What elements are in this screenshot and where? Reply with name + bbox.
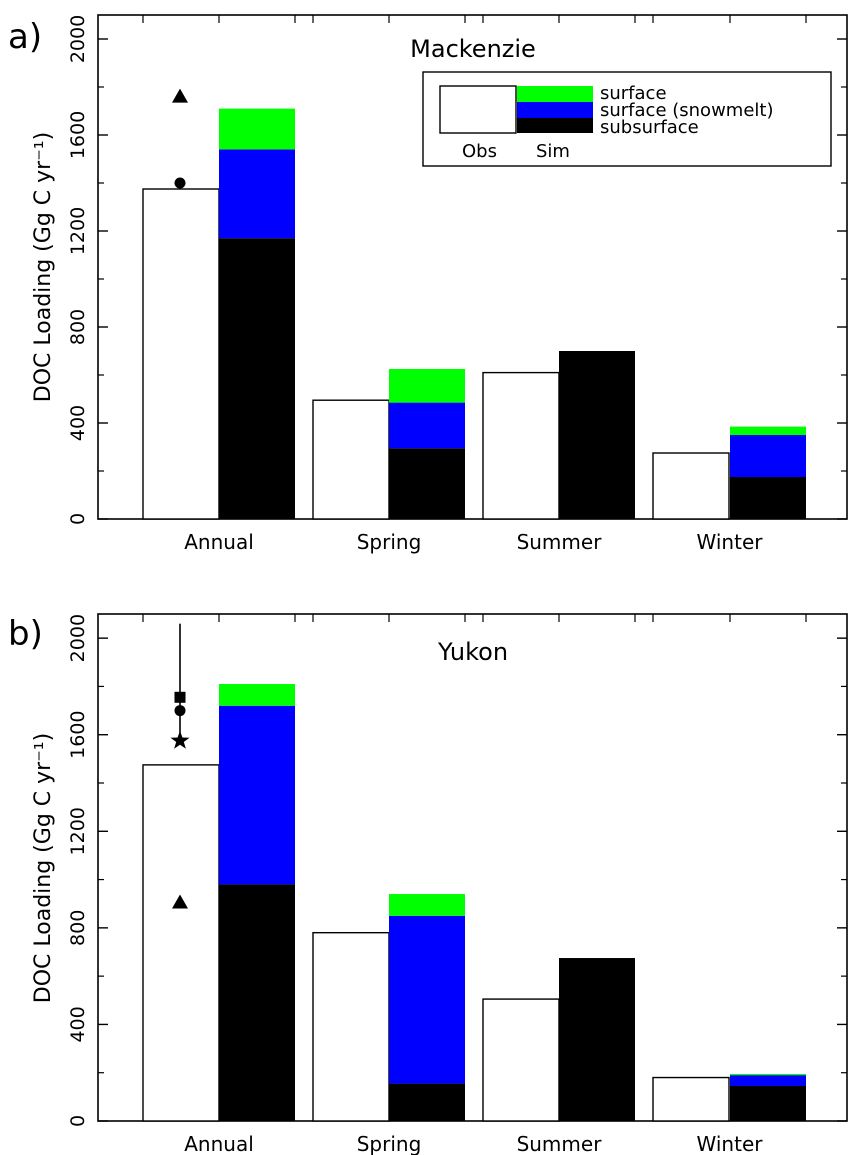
sim-bar-surface-snowmelt-annual bbox=[219, 705, 295, 885]
y-tick-label: 2000 bbox=[67, 614, 89, 662]
panel-a-mackenzie: a) Mackenzie DOC Loading (Gg C yr⁻¹) 0 40… bbox=[8, 14, 848, 554]
sim-bar-subsurface-spring bbox=[389, 448, 465, 519]
panel-label: b) bbox=[8, 614, 43, 654]
sim-bar-surface-spring bbox=[389, 894, 465, 916]
star-marker bbox=[170, 730, 190, 749]
y-axis-label: DOC Loading (Gg C yr⁻¹) bbox=[31, 132, 56, 402]
chart-title: Mackenzie bbox=[410, 35, 536, 63]
plot-frame bbox=[97, 14, 848, 520]
y-tick-label: 800 bbox=[67, 910, 89, 946]
sim-bar-subsurface-summer bbox=[559, 351, 635, 519]
y-axis-label: DOC Loading (Gg C yr⁻¹) bbox=[31, 733, 56, 1003]
sim-bar-subsurface-annual bbox=[219, 884, 295, 1121]
legend-obs-label: Obs bbox=[462, 141, 497, 162]
x-category-label: Summer bbox=[517, 530, 603, 554]
legend-surface-swatch bbox=[517, 86, 593, 102]
obs-bar-winter bbox=[652, 452, 730, 520]
plot-frame bbox=[97, 613, 848, 1122]
x-category-label: Winter bbox=[697, 1132, 764, 1155]
y-tick-label: 2000 bbox=[67, 15, 89, 63]
y-tick-label: 0 bbox=[67, 513, 89, 525]
triangle-marker bbox=[172, 88, 188, 103]
obs-bar-annual bbox=[142, 188, 220, 520]
x-category-label: Spring bbox=[357, 1132, 422, 1155]
legend-sim-label: Sim bbox=[536, 141, 570, 162]
y-tick-label: 1200 bbox=[67, 807, 89, 855]
sim-bar-surface-annual bbox=[219, 684, 295, 706]
observation-markers bbox=[172, 88, 188, 189]
sim-bar-surface-snowmelt-spring bbox=[389, 402, 465, 449]
obs-bar-summer bbox=[482, 998, 560, 1122]
obs-bar-winter bbox=[652, 1076, 730, 1122]
x-category-label: Winter bbox=[697, 530, 764, 554]
y-tick-label: 1200 bbox=[67, 207, 89, 255]
sim-bar-surface-winter bbox=[730, 1073, 806, 1076]
sim-bar-surface-snowmelt-winter bbox=[730, 435, 806, 477]
y-tick-label: 400 bbox=[67, 405, 89, 441]
x-category-label: Spring bbox=[357, 530, 422, 554]
legend-surface-label: surface bbox=[600, 83, 667, 104]
obs-bar-spring bbox=[312, 931, 390, 1122]
legend-snowmelt-swatch bbox=[517, 102, 593, 118]
obs-bar-spring bbox=[312, 399, 390, 520]
legend-obs-swatch bbox=[439, 85, 517, 134]
y-tick-label: 0 bbox=[67, 1115, 89, 1127]
obs-bar-summer bbox=[482, 371, 560, 520]
sim-bar-subsurface-winter bbox=[730, 477, 806, 519]
y-tick-label: 1600 bbox=[67, 711, 89, 759]
y-axis-ticks: 0 400 800 1200 1600 2000 bbox=[67, 614, 847, 1127]
sim-bar-subsurface-annual bbox=[219, 238, 295, 519]
sim-bar-surface-snowmelt-spring bbox=[389, 915, 465, 1084]
legend-subsurface-label: subsurface bbox=[600, 117, 699, 138]
category-labels: Annual Spring Summer Winter bbox=[184, 1132, 763, 1155]
circle-marker bbox=[174, 177, 186, 189]
sim-bar-surface-annual bbox=[219, 108, 295, 150]
sim-bar-subsurface-summer bbox=[559, 958, 635, 1121]
y-tick-label: 800 bbox=[67, 309, 89, 345]
sim-bar-surface-spring bbox=[389, 369, 465, 403]
square-marker bbox=[174, 691, 186, 703]
y-tick-label: 400 bbox=[67, 1006, 89, 1042]
legend-subsurface-swatch bbox=[517, 118, 593, 133]
bars bbox=[142, 684, 806, 1122]
sim-bar-subsurface-winter bbox=[730, 1085, 806, 1121]
chart-title: Yukon bbox=[437, 638, 508, 666]
sim-bar-surface-winter bbox=[730, 426, 806, 435]
category-labels: Annual Spring Summer Winter bbox=[184, 530, 763, 554]
y-axis-ticks: 0 400 800 1200 1600 2000 bbox=[67, 15, 847, 525]
legend-snowmelt-label: surface (snowmelt) bbox=[600, 100, 773, 121]
circle-marker bbox=[174, 705, 186, 717]
x-category-label: Summer bbox=[517, 1132, 603, 1155]
panel-label: a) bbox=[8, 17, 42, 57]
y-tick-label: 1600 bbox=[67, 111, 89, 159]
bars bbox=[142, 108, 806, 520]
panel-b-yukon: b) Yukon DOC Loading (Gg C yr⁻¹) 0 400 800… bbox=[8, 613, 848, 1155]
sim-bar-surface-snowmelt-winter bbox=[730, 1075, 806, 1086]
obs-bar-annual bbox=[142, 764, 220, 1122]
observation-markers bbox=[170, 691, 190, 909]
triangle-marker bbox=[172, 894, 188, 909]
x-category-label: Annual bbox=[184, 1132, 254, 1155]
sim-bar-surface-snowmelt-annual bbox=[219, 149, 295, 239]
x-category-label: Annual bbox=[184, 530, 254, 554]
legend: surface surface (snowmelt) subsurface Ob… bbox=[422, 71, 832, 167]
sim-bar-subsurface-spring bbox=[389, 1083, 465, 1121]
